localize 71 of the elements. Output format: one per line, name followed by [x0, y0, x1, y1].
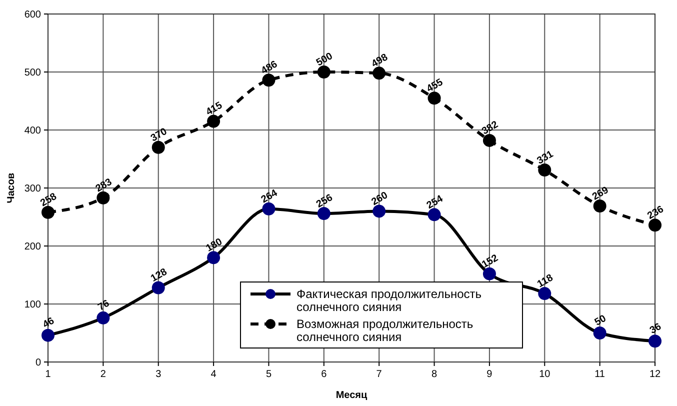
- data-label: 236: [646, 204, 666, 222]
- data-label: 498: [370, 52, 390, 70]
- point: [428, 208, 441, 222]
- point: [317, 207, 330, 220]
- point: [152, 281, 165, 294]
- x-tick-label: 2: [100, 369, 106, 380]
- x-tick-label: 12: [649, 369, 661, 380]
- data-label: 370: [149, 126, 170, 144]
- point: [428, 92, 441, 105]
- point: [538, 287, 552, 300]
- y-axis-title: Часов: [6, 172, 17, 204]
- x-tick-label: 6: [321, 369, 328, 380]
- data-label: 128: [149, 266, 170, 285]
- data-label: 76: [96, 298, 112, 314]
- point: [42, 206, 54, 219]
- x-tick-label: 1: [45, 369, 52, 380]
- x-tick-label: 8: [431, 369, 438, 380]
- y-tick-label: 400: [24, 126, 42, 136]
- x-tick-label: 10: [539, 369, 551, 380]
- data-label: 50: [593, 313, 609, 328]
- y-tick-label: 200: [24, 242, 42, 252]
- x-tick-label: 4: [210, 369, 217, 380]
- point: [152, 140, 165, 154]
- x-tick-label: 7: [376, 369, 382, 380]
- point: [482, 134, 496, 147]
- point: [207, 251, 220, 264]
- data-label: 264: [260, 188, 280, 206]
- data-label: 256: [314, 192, 336, 210]
- data-label: 415: [204, 100, 225, 118]
- point: [262, 74, 276, 87]
- data-label: 486: [260, 58, 280, 77]
- data-label: 258: [38, 191, 60, 210]
- data-label: 260: [370, 190, 390, 208]
- data-label: 180: [204, 236, 225, 254]
- point: [262, 202, 276, 216]
- data-label: 283: [94, 176, 114, 195]
- data-label: 331: [535, 148, 556, 167]
- y-tick-label: 500: [24, 68, 42, 78]
- point: [538, 164, 552, 177]
- y-tick-label: 0: [35, 358, 42, 368]
- point: [482, 267, 496, 280]
- x-axis-title: Месяц: [336, 390, 368, 401]
- point: [317, 66, 330, 78]
- data-label: 36: [648, 321, 664, 336]
- y-tick-label: 100: [24, 300, 42, 310]
- point: [372, 66, 386, 80]
- point: [648, 334, 662, 348]
- point: [593, 199, 606, 212]
- legend-label: Возможная продолжительность солнечного сияния: [296, 317, 474, 344]
- data-label: 46: [41, 315, 57, 331]
- x-tick-label: 11: [594, 369, 606, 380]
- point: [96, 311, 110, 324]
- data-label: 500: [314, 50, 336, 69]
- y-tick-label: 300: [24, 184, 42, 194]
- point: [372, 204, 386, 218]
- x-tick-label: 3: [156, 369, 162, 380]
- data-label: 455: [425, 76, 446, 95]
- data-label: 152: [480, 252, 501, 271]
- point: [42, 328, 54, 342]
- data-label: 269: [590, 184, 611, 203]
- point: [593, 326, 606, 340]
- y-tick-label: 600: [24, 10, 42, 20]
- x-tick-label: 5: [266, 369, 272, 380]
- point: [96, 191, 110, 204]
- data-label: 118: [536, 272, 556, 290]
- data-label: 382: [480, 119, 501, 138]
- legend-label: Фактическая продолжительность солнечного сияния: [296, 287, 482, 314]
- point: [648, 218, 662, 232]
- x-tick-label: 9: [486, 369, 493, 380]
- data-label: 254: [425, 193, 446, 212]
- point: [207, 114, 220, 128]
